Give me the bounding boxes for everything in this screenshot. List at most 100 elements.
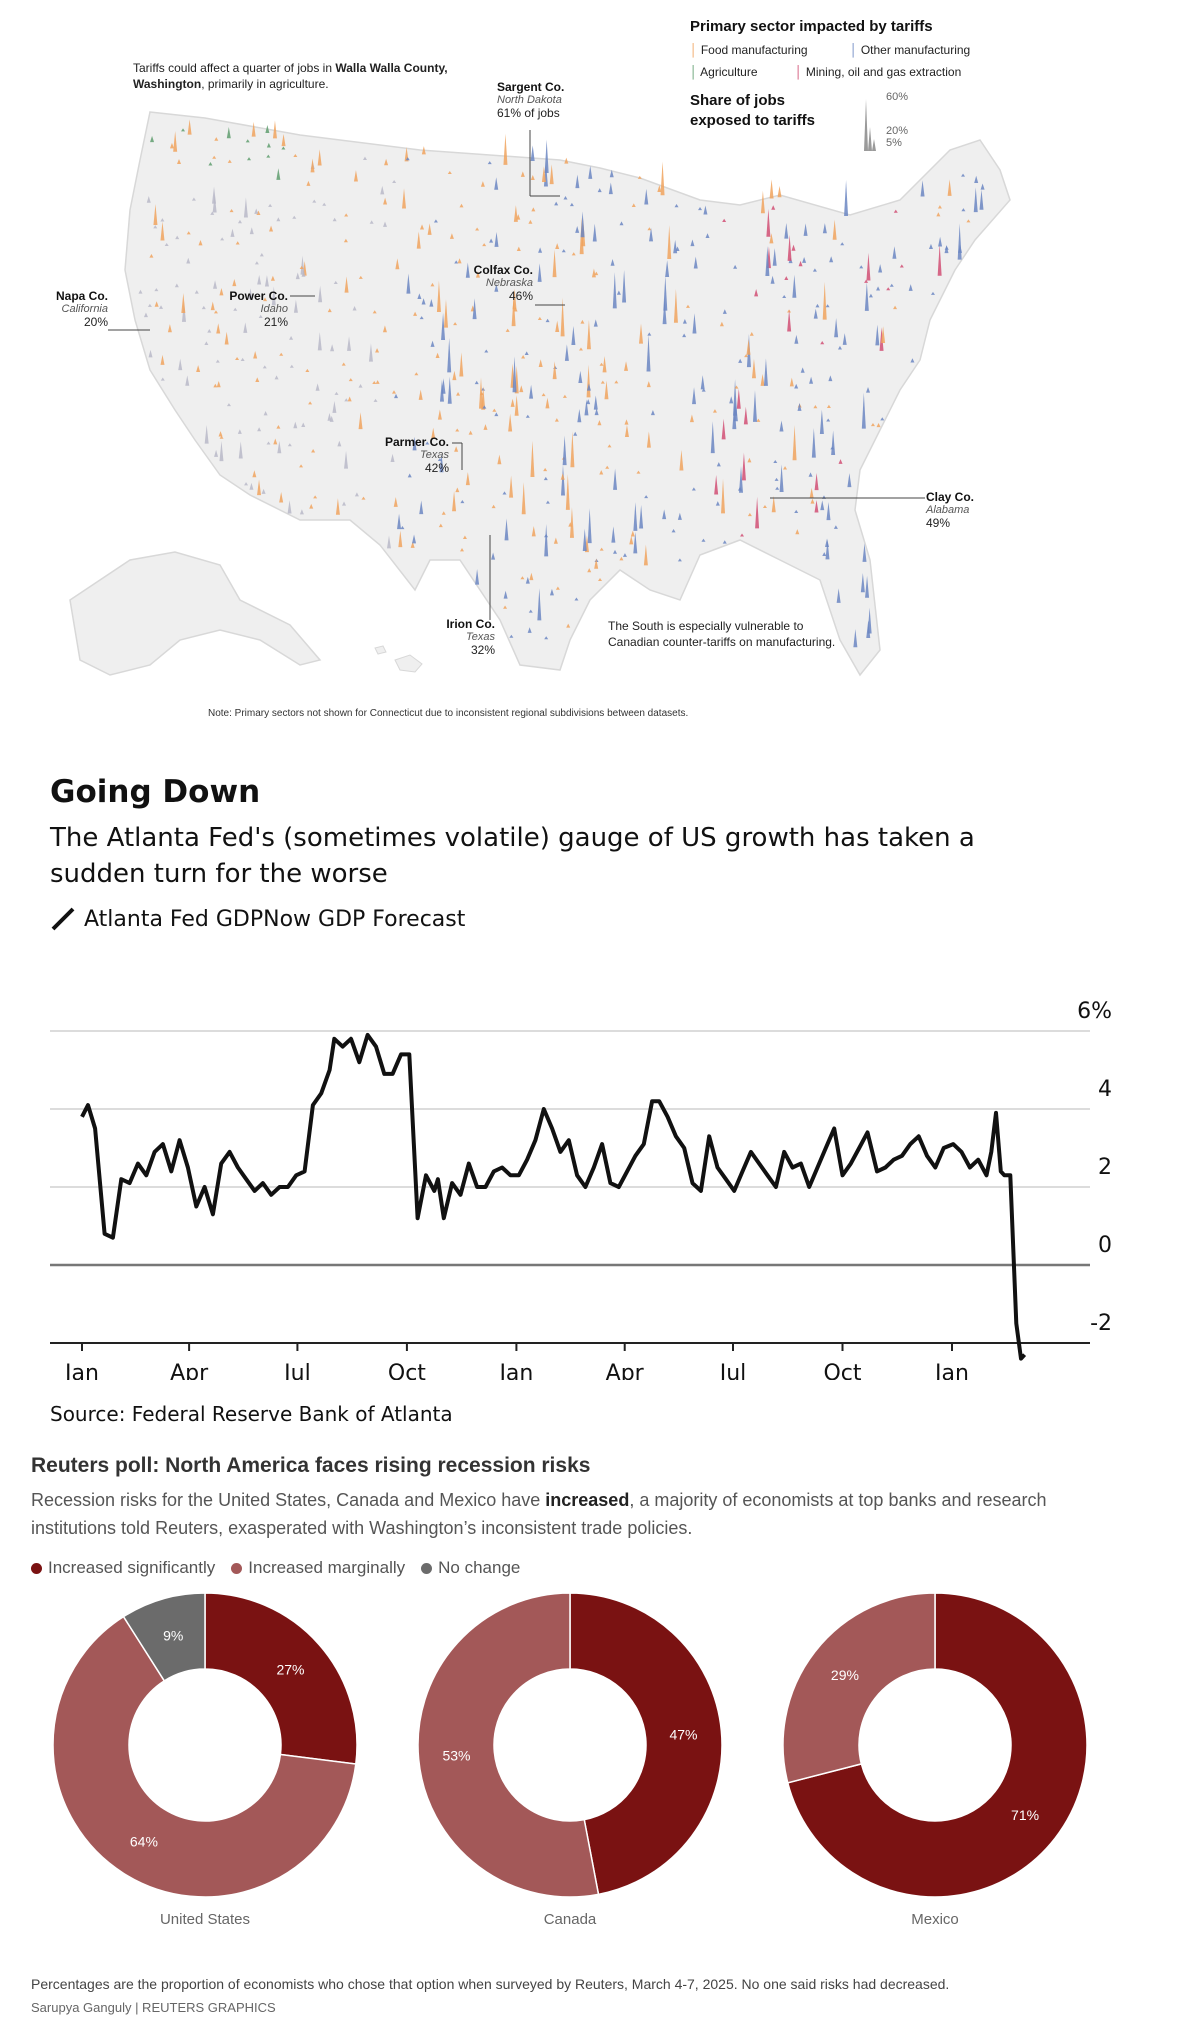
county-spike <box>419 316 424 320</box>
county-spike <box>660 161 665 196</box>
county-spike <box>509 475 514 498</box>
county-spike <box>295 272 300 280</box>
county-spike <box>538 247 543 253</box>
county-spike <box>844 180 849 217</box>
county-spike <box>774 477 779 481</box>
county-spike <box>348 378 353 382</box>
county-spike <box>233 307 238 311</box>
county-spike <box>216 323 221 334</box>
county-spike <box>565 474 570 510</box>
county-spike <box>701 388 706 392</box>
slice-value-label: 71% <box>1011 1807 1039 1823</box>
county-spike <box>564 344 569 361</box>
gdp-x-tick-label: Oct <box>823 1361 861 1380</box>
county-spike <box>414 372 419 376</box>
county-spike <box>447 170 452 174</box>
county-spike <box>637 175 642 179</box>
county-spike <box>219 441 224 462</box>
county-spike <box>847 473 852 488</box>
county-spike <box>418 389 423 400</box>
county-spike <box>430 282 435 287</box>
county-spike <box>240 357 245 361</box>
county-spike <box>578 347 583 351</box>
county-spike <box>853 629 858 648</box>
county-spike <box>494 177 499 190</box>
county-spike <box>419 500 424 515</box>
county-spike <box>792 274 797 298</box>
callout-name: Power Co. <box>229 289 288 303</box>
county-spike <box>218 431 223 437</box>
county-spike <box>545 397 550 409</box>
county-spike <box>866 386 871 393</box>
county-spike <box>330 344 335 352</box>
county-spike <box>497 454 502 465</box>
county-spike <box>373 398 378 402</box>
county-spike <box>173 131 178 152</box>
callout-value: 46% <box>508 289 533 303</box>
county-spike <box>803 223 808 236</box>
county-spike <box>335 498 340 515</box>
county-spike <box>861 392 866 429</box>
donut-slice <box>122 1592 206 1682</box>
county-spike <box>204 424 209 444</box>
poll-sub-post: , a majority of economists at top banks … <box>31 1490 1047 1538</box>
county-spike <box>299 509 304 515</box>
county-spike <box>483 424 488 430</box>
county-spike <box>714 474 719 495</box>
slice-value-label: 9% <box>163 1628 183 1644</box>
county-spike <box>344 450 349 469</box>
gdp-chart-subtitle: The Atlanta Fed's (sometimes volatile) g… <box>50 823 975 889</box>
gdp-series-legend: Atlanta Fed GDPNow GDP Forecast <box>50 906 465 932</box>
county-spike <box>593 319 598 327</box>
county-spike <box>287 443 292 447</box>
county-spike <box>876 286 881 291</box>
county-spike <box>390 453 395 463</box>
county-spike <box>327 308 332 313</box>
county-spike <box>825 304 830 308</box>
county-spike <box>837 345 842 350</box>
county-spike <box>825 538 830 548</box>
county-spike <box>569 507 574 538</box>
county-spike <box>944 245 949 250</box>
county-spike <box>682 333 687 338</box>
county-spike <box>454 446 459 452</box>
county-spike <box>715 501 720 506</box>
county-spike <box>574 597 579 601</box>
county-spike <box>384 158 389 166</box>
county-spike <box>375 348 380 353</box>
county-spike <box>792 425 797 461</box>
county-spike <box>814 472 819 491</box>
county-spike <box>204 341 209 345</box>
county-spike <box>732 402 737 430</box>
county-spike <box>859 265 864 269</box>
county-spike <box>878 264 883 273</box>
county-spike <box>771 495 776 513</box>
county-spike <box>765 245 770 276</box>
county-spike <box>238 441 243 459</box>
callout-napa: Napa Co. California 20% <box>42 289 108 329</box>
county-spike <box>525 576 530 584</box>
county-spike <box>315 383 320 391</box>
legend-dot <box>31 1563 42 1575</box>
county-spike <box>772 248 777 266</box>
county-spike <box>243 197 248 218</box>
county-spike <box>560 297 565 337</box>
county-spike <box>372 380 377 384</box>
county-spike <box>629 535 634 545</box>
county-spike <box>791 244 796 251</box>
county-spike <box>831 430 836 456</box>
county-spike <box>397 513 402 530</box>
county-spike <box>813 404 818 409</box>
county-spike <box>138 289 143 294</box>
county-spike <box>177 158 182 164</box>
county-spike <box>305 368 310 372</box>
walla-note-post: , primarily in agriculture. <box>201 77 329 91</box>
donut-slice <box>52 1615 357 1898</box>
gdp-line-chart: 6% 4 2 0 -2 Jan2023 Apr Jul Oct Jan2024 Apr Jul Oct… <box>50 999 1112 1380</box>
gdp-y-tick-label: 4 <box>1098 1077 1112 1102</box>
county-spike <box>181 128 186 132</box>
county-spike <box>746 339 751 355</box>
callout-value: 21% <box>263 315 288 329</box>
donut-country-label: Canada <box>544 1911 597 1928</box>
county-spike <box>478 377 483 409</box>
